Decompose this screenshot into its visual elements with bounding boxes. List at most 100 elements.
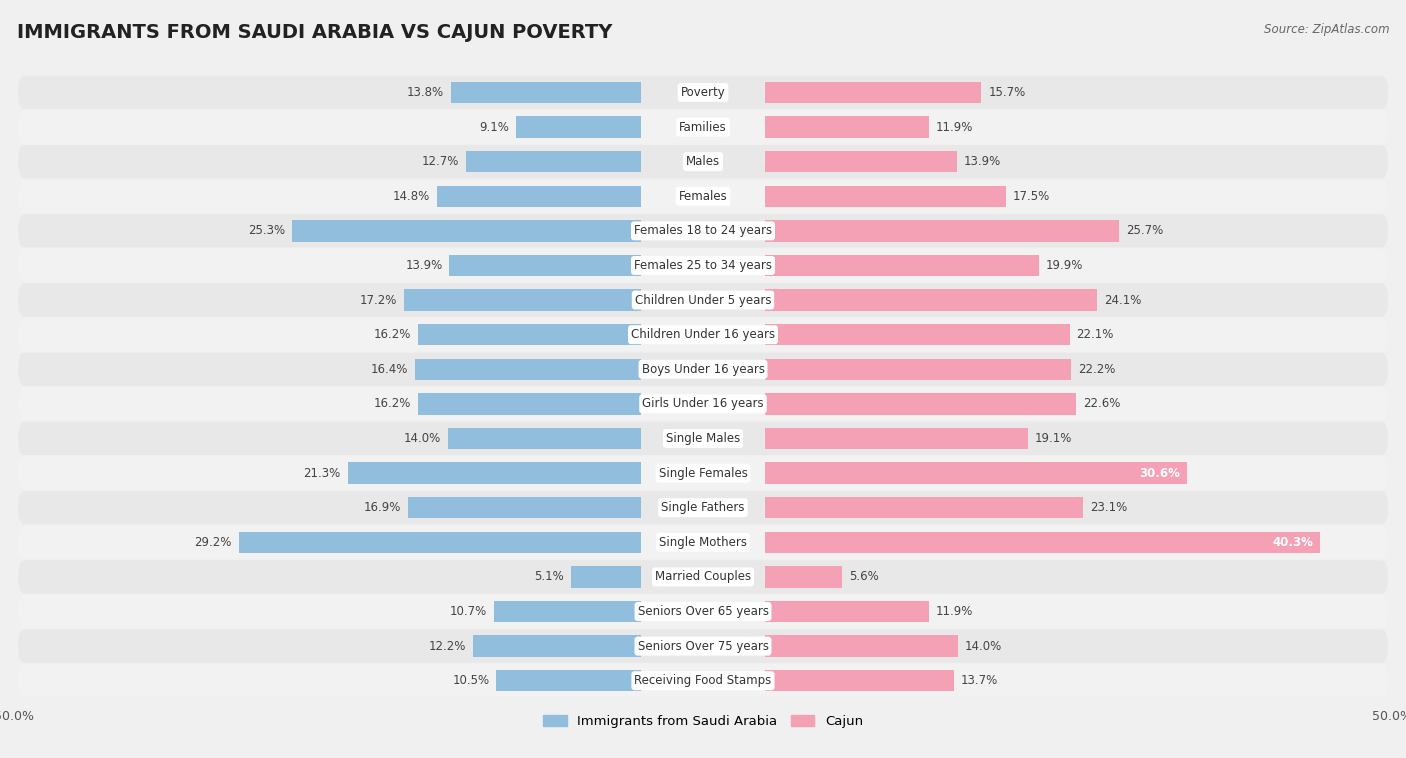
FancyBboxPatch shape [18, 491, 1388, 525]
Text: 11.9%: 11.9% [936, 121, 973, 133]
Bar [239, 531, 641, 553]
Text: 9.1%: 9.1% [479, 121, 509, 133]
Bar [765, 116, 929, 138]
Bar [765, 670, 953, 691]
Text: Source: ZipAtlas.com: Source: ZipAtlas.com [1264, 23, 1389, 36]
Bar [765, 220, 1119, 242]
Text: 14.0%: 14.0% [965, 640, 1002, 653]
Text: 22.6%: 22.6% [1083, 397, 1121, 410]
FancyBboxPatch shape [18, 456, 1388, 490]
FancyBboxPatch shape [18, 249, 1388, 282]
FancyBboxPatch shape [18, 180, 1388, 213]
Bar [408, 497, 641, 518]
Text: Single Fathers: Single Fathers [661, 501, 745, 514]
Text: 14.8%: 14.8% [392, 190, 430, 202]
Legend: Immigrants from Saudi Arabia, Cajun: Immigrants from Saudi Arabia, Cajun [537, 709, 869, 733]
Text: 24.1%: 24.1% [1104, 293, 1142, 306]
FancyBboxPatch shape [18, 387, 1388, 421]
Text: 40.3%: 40.3% [1272, 536, 1313, 549]
Text: Females 25 to 34 years: Females 25 to 34 years [634, 259, 772, 272]
Text: Married Couples: Married Couples [655, 571, 751, 584]
Text: 15.7%: 15.7% [988, 86, 1025, 99]
Bar [765, 601, 929, 622]
Bar [415, 359, 641, 380]
Text: 23.1%: 23.1% [1090, 501, 1128, 514]
Text: 16.9%: 16.9% [364, 501, 401, 514]
Bar [292, 220, 641, 242]
Text: 13.9%: 13.9% [963, 155, 1001, 168]
Text: Children Under 16 years: Children Under 16 years [631, 328, 775, 341]
Text: 12.7%: 12.7% [422, 155, 460, 168]
Text: 17.5%: 17.5% [1012, 190, 1050, 202]
Bar [765, 497, 1083, 518]
Text: Seniors Over 75 years: Seniors Over 75 years [637, 640, 769, 653]
Text: 17.2%: 17.2% [360, 293, 396, 306]
FancyBboxPatch shape [18, 422, 1388, 455]
Text: 5.1%: 5.1% [534, 571, 564, 584]
Bar [450, 255, 641, 276]
Bar [418, 324, 641, 346]
Text: 25.3%: 25.3% [249, 224, 285, 237]
Bar [765, 290, 1097, 311]
FancyBboxPatch shape [18, 560, 1388, 594]
Bar [765, 186, 1007, 207]
Bar [765, 393, 1077, 415]
Text: Receiving Food Stamps: Receiving Food Stamps [634, 674, 772, 688]
Text: Children Under 5 years: Children Under 5 years [634, 293, 772, 306]
FancyBboxPatch shape [18, 76, 1388, 109]
Bar [765, 82, 981, 103]
Bar [418, 393, 641, 415]
Bar [451, 82, 641, 103]
Bar [765, 635, 957, 657]
Text: 29.2%: 29.2% [194, 536, 232, 549]
Text: 11.9%: 11.9% [936, 605, 973, 618]
Text: Females: Females [679, 190, 727, 202]
Text: 5.6%: 5.6% [849, 571, 879, 584]
Text: 19.1%: 19.1% [1035, 432, 1073, 445]
Bar [765, 359, 1071, 380]
Text: 10.5%: 10.5% [453, 674, 489, 688]
Text: Poverty: Poverty [681, 86, 725, 99]
Text: 16.4%: 16.4% [371, 363, 408, 376]
Text: 16.2%: 16.2% [374, 328, 411, 341]
Bar [765, 531, 1320, 553]
Bar [449, 428, 641, 449]
Text: Females 18 to 24 years: Females 18 to 24 years [634, 224, 772, 237]
FancyBboxPatch shape [18, 526, 1388, 559]
Text: 13.8%: 13.8% [406, 86, 444, 99]
FancyBboxPatch shape [18, 283, 1388, 317]
Bar [516, 116, 641, 138]
Text: Families: Families [679, 121, 727, 133]
Bar [765, 151, 956, 172]
Text: 22.2%: 22.2% [1078, 363, 1115, 376]
FancyBboxPatch shape [18, 318, 1388, 351]
Bar [765, 428, 1028, 449]
Bar [765, 566, 842, 587]
FancyBboxPatch shape [18, 595, 1388, 628]
Text: 30.6%: 30.6% [1139, 467, 1180, 480]
Text: 19.9%: 19.9% [1046, 259, 1084, 272]
Bar [496, 670, 641, 691]
Bar [494, 601, 641, 622]
FancyBboxPatch shape [18, 145, 1388, 178]
Text: 13.9%: 13.9% [405, 259, 443, 272]
Bar [765, 255, 1039, 276]
Text: 16.2%: 16.2% [374, 397, 411, 410]
Bar [571, 566, 641, 587]
Bar [465, 151, 641, 172]
Bar [437, 186, 641, 207]
Text: 14.0%: 14.0% [404, 432, 441, 445]
FancyBboxPatch shape [18, 215, 1388, 247]
FancyBboxPatch shape [18, 629, 1388, 662]
Text: Single Males: Single Males [666, 432, 740, 445]
Text: 25.7%: 25.7% [1126, 224, 1163, 237]
Text: 22.1%: 22.1% [1077, 328, 1114, 341]
Bar [765, 324, 1070, 346]
Text: 13.7%: 13.7% [960, 674, 998, 688]
Text: Single Mothers: Single Mothers [659, 536, 747, 549]
Text: 10.7%: 10.7% [450, 605, 486, 618]
Bar [765, 462, 1187, 484]
FancyBboxPatch shape [18, 111, 1388, 144]
Text: Single Females: Single Females [658, 467, 748, 480]
FancyBboxPatch shape [18, 664, 1388, 697]
